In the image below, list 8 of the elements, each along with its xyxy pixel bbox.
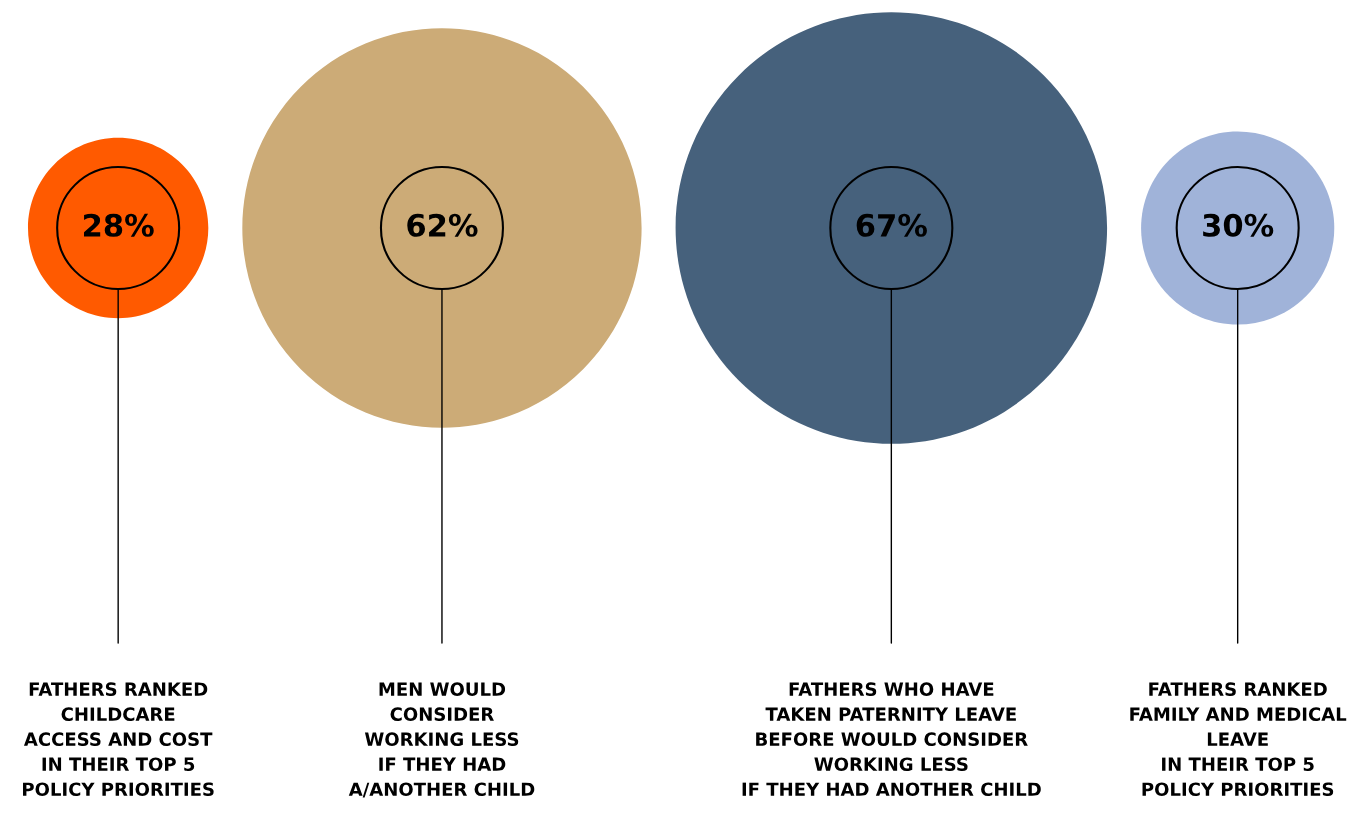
data-label: 62% bbox=[407, 213, 478, 237]
category-label: FATHERS RANKED FAMILY AND MEDICAL LEAVE IN THEIR TOP 5 POLICY PRIORITIES bbox=[1130, 682, 1347, 797]
category-label: FATHERS WHO HAVE TAKEN PATERNITY LEAVE BEFORE WOULD CONSIDER WORKING LESS IF THEY HAD ANOTHER CHILD bbox=[742, 682, 1041, 797]
data-label: 67% bbox=[856, 213, 927, 237]
data-label: 28% bbox=[84, 213, 154, 237]
category-label: MEN WOULD CONSIDER WORKING LESS IF THEY HAD A/ANOTHER CHILD bbox=[348, 682, 535, 798]
data-label: 30% bbox=[1203, 213, 1274, 237]
category-label: FATHERS RANKED CHILDCARE ACCESS AND COST IN THEIR TOP 5 POLICY PRIORITIES bbox=[23, 682, 214, 797]
